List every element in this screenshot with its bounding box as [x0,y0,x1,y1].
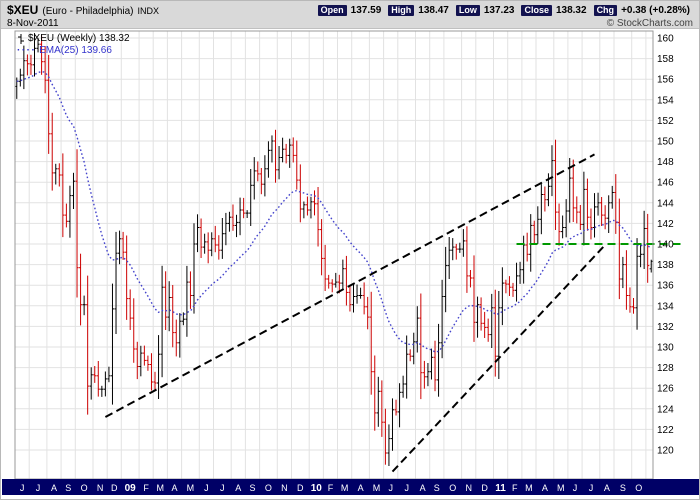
svg-text:M: M [373,483,381,493]
svg-text:J: J [573,483,578,493]
trendlines [104,153,606,473]
chart-area: 160 158 156 154 152 150 148 146 144 142 140 138 136 1… [1,29,699,499]
symbol-name: (Euro - Philadelphia) [42,6,134,17]
svg-text:09: 09 [125,483,137,494]
svg-text:122: 122 [657,425,674,436]
header-top-row: $XEU (Euro - Philadelphia) INDX Open 137… [7,3,693,17]
high-label: High [388,4,415,16]
svg-text:10: 10 [311,483,323,494]
svg-text:J: J [204,483,209,493]
svg-text:142: 142 [657,219,674,230]
svg-text:136: 136 [657,281,674,292]
ema-line [16,70,652,353]
svg-text:A: A [604,483,610,493]
svg-text:O: O [81,483,88,493]
x-axis: J J A S O N D 09 F M A M J J A S O N D 10 F M A M J J A S O N D 11 F M A M J… [2,479,699,495]
grid-lines [15,31,653,479]
svg-text:J: J [20,483,25,493]
svg-text:A: A [51,483,57,493]
svg-text:126: 126 [657,384,674,395]
svg-text:D: D [297,483,304,493]
svg-text:148: 148 [657,157,674,168]
svg-text:M: M [187,483,195,493]
svg-text:120: 120 [657,446,674,457]
svg-text:O: O [449,483,456,493]
svg-text:J: J [589,483,594,493]
open-value: 137.59 [350,4,382,16]
svg-text:M: M [557,483,565,493]
svg-text:M: M [341,483,349,493]
svg-text:O: O [265,483,272,493]
svg-text:128: 128 [657,363,674,374]
svg-text:S: S [434,483,440,493]
svg-text:S: S [620,483,626,493]
chg-value: +0.38 (+0.28%) [621,4,690,16]
symbol: $XEU [7,3,39,17]
price-chart: 160 158 156 154 152 150 148 146 144 142 140 138 136 1… [2,30,699,495]
close-value: 138.32 [555,4,587,16]
instrument-title: $XEU (Euro - Philadelphia) INDX [7,3,159,17]
open-label: Open [317,4,347,16]
svg-text:156: 156 [657,75,674,86]
svg-text:144: 144 [657,198,674,209]
svg-text:N: N [97,483,104,493]
svg-text:D: D [111,483,118,493]
close-label: Close [521,4,552,16]
svg-text:124: 124 [657,404,674,415]
svg-text:146: 146 [657,178,674,189]
price-bars [15,33,653,466]
svg-text:138: 138 [657,260,674,271]
svg-text:F: F [143,483,149,493]
svg-text:A: A [358,483,364,493]
low-label: Low [455,4,480,16]
svg-text:130: 130 [657,343,674,354]
header-bottom-row: 8-Nov-2011 © StockCharts.com [7,17,693,29]
svg-text:A: A [542,483,548,493]
svg-text:11: 11 [495,483,506,494]
svg-text:A: A [420,483,426,493]
svg-text:J: J [404,483,409,493]
chart-header: $XEU (Euro - Philadelphia) INDX Open 137… [1,1,699,29]
svg-text:140: 140 [657,240,674,251]
svg-text:S: S [249,483,255,493]
svg-text:N: N [465,483,472,493]
svg-text:J: J [388,483,393,493]
quote-strip: Open 137.59 High 138.47 Low 137.23 Close… [317,4,693,16]
svg-text:154: 154 [657,95,674,106]
svg-text:152: 152 [657,116,674,127]
svg-text:F: F [512,483,518,493]
svg-text:O: O [635,483,642,493]
high-value: 138.47 [418,4,449,16]
svg-text:D: D [481,483,488,493]
svg-text:S: S [65,483,71,493]
svg-text:M: M [525,483,533,493]
svg-text:134: 134 [657,301,674,312]
svg-text:M: M [157,483,165,493]
chg-label: Chg [593,4,618,16]
svg-text:158: 158 [657,54,674,65]
svg-text:N: N [281,483,288,493]
stockcharts-credit: © StockCharts.com [606,17,693,29]
svg-text:F: F [328,483,334,493]
plot-border [14,30,654,480]
low-value: 137.23 [483,4,515,16]
exchange-tag: INDX [137,6,160,16]
svg-text:J: J [220,483,225,493]
svg-text:J: J [36,483,41,493]
y-axis-labels: 160 158 156 154 152 150 148 146 144 142 140 138 136 1… [657,34,674,457]
svg-text:A: A [235,483,241,493]
chart-date: 8-Nov-2011 [7,17,59,29]
svg-text:132: 132 [657,322,674,333]
svg-text:150: 150 [657,137,674,148]
svg-text:160: 160 [657,34,674,45]
svg-text:A: A [171,483,177,493]
